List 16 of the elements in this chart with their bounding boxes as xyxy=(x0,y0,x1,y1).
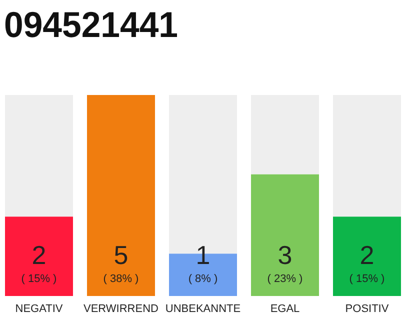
data-label: ( 8% ) xyxy=(188,273,218,285)
x-tick-label: NEGATIV xyxy=(15,303,64,315)
bar xyxy=(87,95,155,296)
annotation: 5 xyxy=(114,240,128,270)
data-label: ( 15% ) xyxy=(349,273,385,285)
x-tick-label: POSITIV xyxy=(345,303,390,315)
data-label: ( 15% ) xyxy=(21,273,57,285)
data-label: ( 23% ) xyxy=(267,273,303,285)
x-tick-label: UNBEKANNTE xyxy=(165,303,241,315)
annotation: 3 xyxy=(278,240,292,270)
annotation: 2 xyxy=(32,240,46,270)
chart-title: 094521441 xyxy=(4,4,184,45)
annotation: 2 xyxy=(360,240,374,270)
x-tick-label: VERWIRREND xyxy=(84,303,159,315)
x-tick-label: EGAL xyxy=(270,303,300,315)
data-label: ( 38% ) xyxy=(103,273,139,285)
